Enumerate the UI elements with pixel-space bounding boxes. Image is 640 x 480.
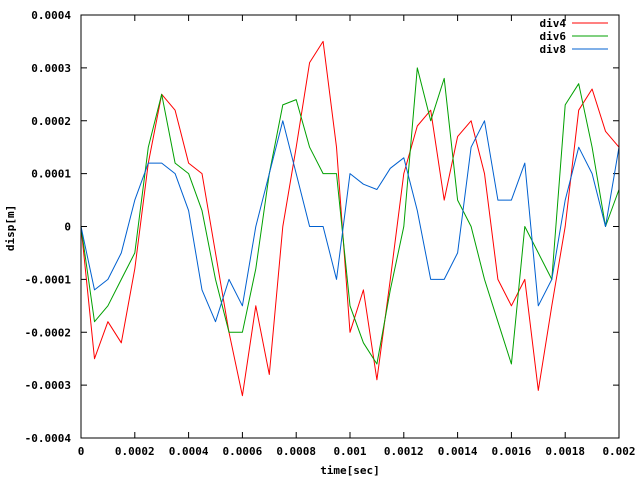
x-tick-label: 0.0012 <box>384 445 424 458</box>
y-axis-label-text: disp[m] <box>4 205 17 251</box>
series-line-div4 <box>80 40 620 397</box>
tick-layer: 0 0.0002 0.0004 0.0006 0.0008 0.001 0.0012 0.00… <box>25 9 636 458</box>
x-tick-label: 0.0004 <box>169 445 209 458</box>
legend-label-div8: div8 <box>540 43 567 56</box>
x-tick-label: 0.0016 <box>492 445 532 458</box>
legend-label-div6: div6 <box>540 30 567 43</box>
y-tick-label: -0.0004 <box>25 432 72 445</box>
x-tick-label: 0.0002 <box>115 445 155 458</box>
y-axis-label: disp[m] <box>4 205 17 251</box>
plot-frame <box>80 14 620 439</box>
y-tick-label: 0 <box>64 221 71 234</box>
x-tick-label: 0.0008 <box>276 445 316 458</box>
y-tick-label: 0.0001 <box>31 168 71 181</box>
x-tick-label: 0 <box>78 445 85 458</box>
x-tick-label: 0.002 <box>602 445 635 458</box>
series-line-div6 <box>80 67 620 365</box>
x-tick-label: 0.0006 <box>223 445 263 458</box>
series-layer <box>80 40 620 397</box>
series-line-div8 <box>80 120 620 323</box>
y-tick-label: -0.0002 <box>25 326 71 339</box>
y-tick-label: 0.0003 <box>31 62 71 75</box>
y-tick-label: -0.0003 <box>25 379 71 392</box>
legend-label-div4: div4 <box>540 17 567 30</box>
x-axis-label: time[sec] <box>320 464 380 477</box>
x-tick-label: 0.001 <box>333 445 366 458</box>
x-tick-label: 0.0014 <box>438 445 478 458</box>
y-tick-label: 0.0004 <box>31 9 71 22</box>
y-tick-label: 0.0002 <box>31 115 71 128</box>
x-tick-label: 0.0018 <box>545 445 585 458</box>
y-tick-label: -0.0001 <box>25 273 72 286</box>
